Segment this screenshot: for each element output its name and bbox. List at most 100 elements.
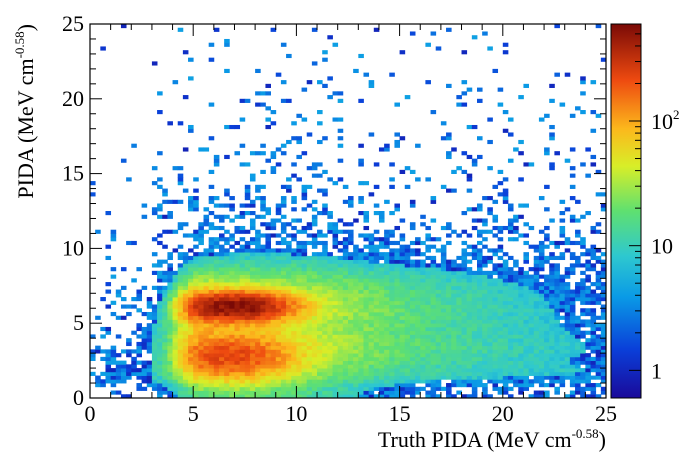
heatmap-cell bbox=[554, 364, 560, 369]
heatmap-cell bbox=[131, 240, 137, 246]
heatmap-cell bbox=[409, 297, 416, 302]
heatmap-cell bbox=[569, 113, 576, 118]
heatmap-cell bbox=[430, 278, 437, 283]
heatmap-cell bbox=[580, 319, 586, 324]
heatmap-cell bbox=[229, 315, 235, 320]
heatmap-cell bbox=[203, 383, 210, 388]
heatmap-cell bbox=[120, 360, 127, 365]
heatmap-cell bbox=[177, 323, 184, 328]
heatmap-cell bbox=[322, 211, 328, 216]
heatmap-cell bbox=[270, 248, 277, 253]
heatmap-cell bbox=[425, 353, 431, 358]
heatmap-cell bbox=[120, 304, 127, 309]
heatmap-cell bbox=[219, 237, 225, 242]
heatmap-cell bbox=[353, 349, 359, 354]
heatmap-cell bbox=[523, 360, 529, 365]
heatmap-cell bbox=[306, 166, 313, 171]
heatmap-cell bbox=[306, 225, 313, 231]
heatmap-cell bbox=[363, 304, 370, 309]
heatmap-cell bbox=[167, 334, 173, 339]
heatmap-cell bbox=[585, 289, 591, 294]
heatmap-cell bbox=[528, 338, 535, 343]
heatmap-cell bbox=[327, 297, 333, 302]
heatmap-cell bbox=[229, 308, 235, 313]
heatmap-cell bbox=[585, 173, 591, 178]
heatmap-cell bbox=[198, 233, 204, 238]
heatmap-cell bbox=[342, 297, 349, 302]
heatmap-cell bbox=[136, 326, 142, 332]
heatmap-cell bbox=[193, 177, 199, 182]
colorbar bbox=[610, 23, 642, 399]
heatmap-cell bbox=[322, 386, 328, 391]
heatmap-cell bbox=[255, 383, 261, 388]
heatmap-cell bbox=[533, 304, 540, 309]
heatmap-cell bbox=[451, 270, 457, 275]
heatmap-cell bbox=[451, 379, 457, 384]
heatmap-cell bbox=[378, 353, 385, 358]
heatmap-cell bbox=[177, 379, 184, 384]
heatmap-cell bbox=[389, 356, 395, 361]
heatmap-cell bbox=[239, 267, 246, 272]
x-tick-label: 10 bbox=[285, 401, 307, 426]
heatmap-cell bbox=[492, 326, 499, 332]
heatmap-cell bbox=[461, 289, 468, 294]
heatmap-cell bbox=[461, 383, 468, 388]
heatmap-cell bbox=[446, 334, 452, 339]
heatmap-cell bbox=[291, 304, 297, 309]
heatmap-cell bbox=[306, 330, 313, 335]
heatmap-cell bbox=[348, 282, 354, 287]
heatmap-cell bbox=[151, 383, 158, 388]
heatmap-cell bbox=[575, 371, 581, 376]
heatmap-cell bbox=[286, 360, 292, 365]
heatmap-cell bbox=[595, 383, 602, 388]
heatmap-cell bbox=[513, 368, 519, 373]
heatmap-cell bbox=[90, 371, 96, 376]
heatmap-cell bbox=[311, 349, 318, 354]
heatmap-cell bbox=[492, 349, 499, 354]
heatmap-cell bbox=[523, 203, 529, 208]
heatmap-cell bbox=[172, 338, 179, 343]
heatmap-cell bbox=[162, 244, 168, 249]
heatmap-cell bbox=[358, 394, 364, 399]
heatmap-cell bbox=[492, 184, 499, 189]
heatmap-cell bbox=[497, 169, 504, 174]
heatmap-cell bbox=[239, 259, 246, 264]
heatmap-cell bbox=[559, 289, 566, 294]
heatmap-cell bbox=[451, 371, 457, 376]
heatmap-cell bbox=[368, 356, 375, 361]
heatmap-cell bbox=[575, 356, 581, 361]
heatmap-cell bbox=[280, 371, 287, 376]
heatmap-cell bbox=[538, 390, 545, 395]
heatmap-cell bbox=[213, 297, 220, 302]
heatmap-cell bbox=[311, 364, 318, 369]
heatmap-cell bbox=[157, 293, 163, 298]
heatmap-cell bbox=[280, 360, 287, 365]
heatmap-cell bbox=[373, 383, 380, 388]
heatmap-cell bbox=[533, 394, 540, 399]
heatmap-cell bbox=[549, 285, 555, 290]
heatmap-cell bbox=[172, 166, 179, 171]
heatmap-cell bbox=[415, 293, 421, 298]
heatmap-cell bbox=[342, 285, 349, 290]
heatmap-cell bbox=[270, 349, 277, 354]
heatmap-cell bbox=[435, 308, 442, 313]
heatmap-cell bbox=[265, 267, 271, 272]
heatmap-cell bbox=[409, 278, 416, 283]
heatmap-cell bbox=[203, 263, 210, 268]
heatmap-cell bbox=[389, 289, 395, 294]
heatmap-cell bbox=[311, 353, 318, 358]
heatmap-cell bbox=[404, 341, 411, 347]
heatmap-cell bbox=[471, 345, 478, 350]
heatmap-cell bbox=[353, 308, 359, 313]
heatmap-cell bbox=[234, 267, 241, 272]
heatmap-cell bbox=[203, 278, 210, 283]
heatmap-cell bbox=[301, 151, 308, 156]
heatmap-cell bbox=[317, 139, 323, 145]
heatmap-cell bbox=[275, 285, 282, 290]
heatmap-cell bbox=[188, 293, 194, 298]
heatmap-cell bbox=[497, 229, 504, 234]
heatmap-cell bbox=[219, 338, 225, 343]
colorbar-tick-label: 1 bbox=[651, 358, 662, 383]
heatmap-cell bbox=[193, 345, 199, 350]
heatmap-cell bbox=[255, 360, 261, 365]
